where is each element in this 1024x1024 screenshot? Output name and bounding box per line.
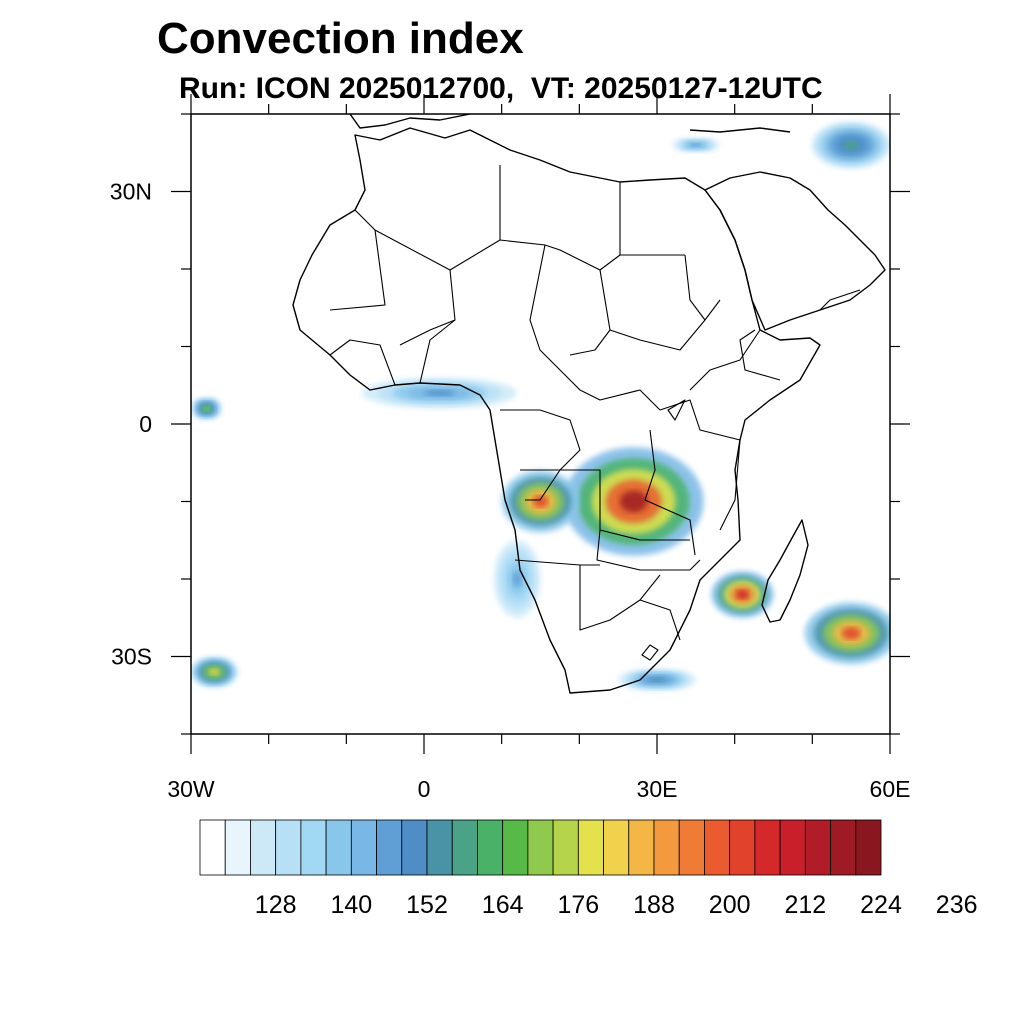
colorbar-label: 176: [557, 891, 599, 919]
colorbar-labels: 128 140 152 164 176 188 200 212 224 236: [255, 891, 978, 919]
colorbar-swatch: [704, 819, 731, 876]
convection-blob-south-africa-coast: [649, 677, 665, 683]
colorbar-label: 236: [936, 891, 978, 919]
colorbar-swatch: [401, 819, 428, 876]
colorbar-swatch: [376, 819, 403, 876]
colorbar-swatch: [224, 819, 251, 876]
colorbar-label: 128: [255, 891, 297, 919]
europe-coastline: [349, 114, 471, 129]
axis-tick-labels: 30W 0 30E 60E 30N 0 30S: [110, 179, 911, 803]
colorbar-swatch: [830, 819, 857, 876]
chart-subtitle: Run: ICON 2025012700, VT: 20250127-12UTC: [179, 72, 823, 105]
convection-blob-congo-west: [532, 495, 549, 508]
colorbar-swatch: [729, 819, 756, 876]
x-tick-label: 30E: [637, 776, 678, 802]
anatolia-coastline: [689, 127, 791, 133]
colorbar-swatch: [577, 819, 604, 876]
x-tick-label: 0: [418, 776, 431, 802]
convection-field: [191, 121, 890, 692]
convection-blob-central-africa: [619, 490, 648, 513]
colorbar-label: 152: [406, 891, 448, 919]
map-panel: [191, 114, 890, 734]
coastlines: [292, 114, 886, 694]
axis-ticks: [171, 94, 910, 754]
convection-blob-angola-coast: [512, 571, 522, 587]
x-tick-label: 30W: [167, 776, 215, 802]
madagascar-coastline: [761, 519, 809, 623]
colorbar-swatch: [477, 819, 504, 876]
chart-title: Convection index: [157, 14, 524, 63]
colorbar: [199, 819, 882, 876]
colorbar-swatch: [779, 819, 806, 876]
convection-blob-atlantic-west-eq: [203, 406, 210, 411]
colorbar-label: 140: [330, 891, 372, 919]
colorbar-swatch: [250, 819, 277, 876]
colorbar-swatch: [426, 819, 453, 876]
colorbar-label: 224: [860, 891, 902, 919]
colorbar-swatch: [804, 819, 831, 876]
convection-blob-mediterranean-east: [691, 143, 701, 147]
colorbar-swatch: [451, 819, 478, 876]
colorbar-swatch: [678, 819, 705, 876]
convection-blob-atlantic-sw: [209, 668, 219, 676]
x-tick-label: 60E: [870, 776, 911, 802]
colorbar-label: 188: [633, 891, 675, 919]
convection-blob-iran: [843, 140, 859, 150]
country-borders: [329, 165, 861, 641]
colorbar-swatch: [855, 819, 882, 876]
colorbar-swatch: [603, 819, 630, 876]
colorbar-swatch: [653, 819, 680, 876]
africa-coastline: [292, 127, 821, 694]
colorbar-swatch: [552, 819, 579, 876]
colorbar-swatch: [275, 819, 302, 876]
colorbar-swatch: [754, 819, 781, 876]
colorbar-swatch: [628, 819, 655, 876]
colorbar-label: 212: [784, 891, 826, 919]
colorbar-label: 164: [482, 891, 524, 919]
colorbar-swatch: [199, 819, 226, 876]
y-tick-label: 30N: [110, 179, 152, 205]
colorbar-swatch: [300, 819, 327, 876]
colorbar-label: 200: [709, 891, 751, 919]
colorbar-swatch: [325, 819, 352, 876]
colorbar-swatch: [350, 819, 377, 876]
convection-blob-madagascar-east: [841, 627, 861, 640]
colorbar-swatch: [527, 819, 554, 876]
y-tick-label: 0: [139, 411, 152, 437]
y-tick-label: 30S: [111, 644, 152, 670]
convection-blob-mozambique-channel: [736, 589, 749, 600]
convection-blob-gulf-guinea: [424, 389, 456, 397]
arabia-coastline: [704, 171, 886, 331]
colorbar-swatch: [502, 819, 529, 876]
